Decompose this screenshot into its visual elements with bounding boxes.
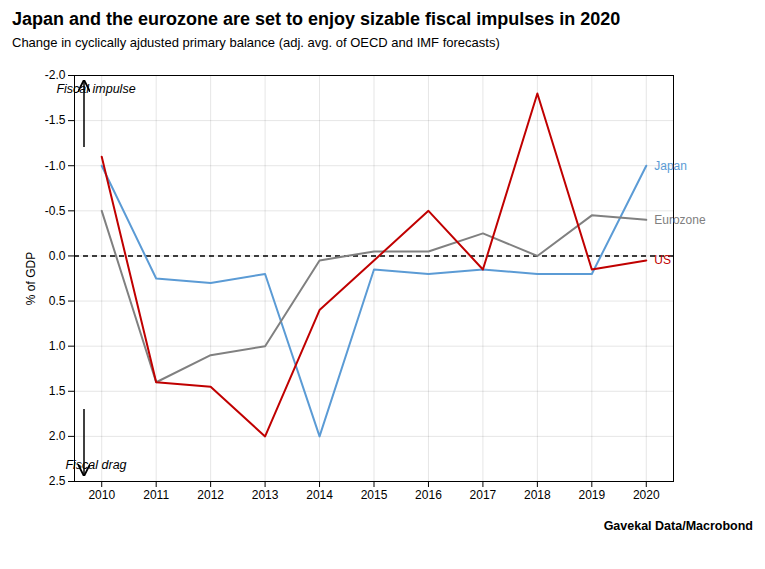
svg-text:2015: 2015 [361,488,388,502]
svg-text:Japan: Japan [654,159,687,173]
svg-text:2013: 2013 [252,488,279,502]
svg-text:0.0: 0.0 [49,249,66,263]
svg-text:-1.5: -1.5 [45,113,66,127]
svg-text:0.5: 0.5 [49,294,66,308]
svg-text:2016: 2016 [415,488,442,502]
html-text:Gavekal Data/Macrobond: Gavekal Data/Macrobond [603,519,753,533]
svg-text:2.5: 2.5 [49,474,66,488]
svg-text:2020: 2020 [633,488,660,502]
svg-text:% of GDP: % of GDP [24,252,38,305]
svg-text:Eurozone: Eurozone [654,213,706,227]
svg-text:-0.5: -0.5 [45,204,66,218]
svg-text:2017: 2017 [470,488,497,502]
svg-text:2011: 2011 [143,488,169,502]
svg-text:-1.0: -1.0 [45,159,66,173]
svg-text:2.0: 2.0 [49,429,66,443]
svg-text:2012: 2012 [197,488,224,502]
svg-text:1.5: 1.5 [49,384,66,398]
svg-text:Fiscal impulse: Fiscal impulse [56,82,135,96]
svg-text:1.0: 1.0 [49,339,66,353]
html-text:Change in cyclically ajdusted: Change in cyclically ajdusted primary ba… [12,35,500,50]
svg-text:US: US [654,253,671,267]
svg-text:2014: 2014 [306,488,333,502]
svg-text:2018: 2018 [524,488,551,502]
svg-text:Fiscal drag: Fiscal drag [65,458,126,472]
html-text:Japan and the eurozone are set: Japan and the eurozone are set to enjoy … [12,9,621,29]
svg-text:2010: 2010 [88,488,115,502]
svg-text:2019: 2019 [578,488,605,502]
svg-text:-2.0: -2.0 [45,68,66,82]
